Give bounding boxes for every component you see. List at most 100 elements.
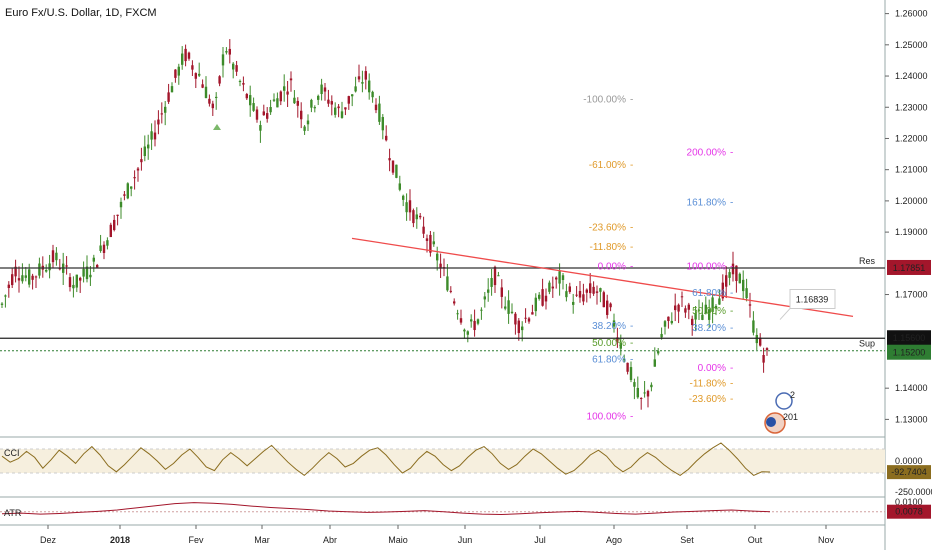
- candle-body: [419, 215, 422, 218]
- y-tick-label: 1.21000: [895, 165, 928, 175]
- candle-body: [402, 195, 405, 200]
- candle-body: [21, 275, 24, 282]
- candle-body: [684, 308, 687, 313]
- candle-body: [266, 113, 269, 119]
- candle-body: [541, 289, 544, 306]
- candle-body: [48, 263, 51, 271]
- candle-body: [728, 272, 731, 278]
- resistance-price-label: 1.17851: [893, 263, 926, 273]
- candles: [0, 39, 769, 410]
- candle-body: [589, 283, 592, 294]
- candle-body: [670, 320, 673, 324]
- candle-body: [72, 284, 75, 289]
- candle-body: [157, 119, 160, 125]
- y-tick-label: 1.24000: [895, 71, 928, 81]
- resistance-label: Res: [859, 256, 876, 266]
- candle-body: [735, 265, 738, 281]
- candle-body: [721, 282, 724, 299]
- atr-label: ATR: [4, 508, 22, 518]
- fib-level-dash: -: [730, 323, 733, 334]
- candle-body: [538, 294, 541, 299]
- candle-body: [640, 397, 643, 399]
- fib-level-dash: -: [630, 222, 633, 233]
- candle-body: [38, 263, 41, 276]
- fib-level-label: 50.00%: [692, 306, 726, 317]
- cci-line: [1, 442, 771, 477]
- candle-body: [514, 313, 517, 325]
- candle-body: [527, 318, 531, 322]
- resistance-price-tag: [887, 259, 931, 275]
- candle-body: [612, 320, 616, 327]
- candle-body: [745, 288, 748, 299]
- candle-body: [7, 284, 10, 289]
- candle-body: [602, 292, 605, 308]
- candle-body: [765, 348, 769, 351]
- fib-level-label: 38.20%: [692, 323, 726, 334]
- candle-body: [320, 84, 323, 95]
- candle-body: [459, 318, 463, 323]
- candle-body: [51, 250, 55, 263]
- candle-body: [269, 107, 272, 113]
- candle-body: [660, 333, 663, 338]
- candle-body: [225, 51, 228, 53]
- candle-body: [31, 275, 34, 280]
- cci-label: CCI: [4, 448, 20, 458]
- candle-body: [592, 286, 595, 294]
- candle-body: [245, 94, 248, 99]
- candle-body: [643, 392, 646, 394]
- fib-set: - - - - - - - - -: [630, 94, 633, 422]
- candle-body: [85, 266, 89, 280]
- candle-body: [568, 286, 571, 292]
- candle-body: [58, 268, 61, 270]
- candle-body: [79, 277, 82, 281]
- candle-body: [232, 63, 235, 70]
- atr-line: [1, 502, 771, 516]
- x-tick-label: Out: [748, 535, 763, 545]
- x-tick-label: Jul: [534, 535, 546, 545]
- candle-body: [364, 71, 367, 80]
- candle-body: [595, 291, 599, 293]
- trendline: [351, 237, 854, 318]
- candle-body: [340, 111, 344, 118]
- x-tick-label: Mar: [254, 535, 270, 545]
- candle-body: [680, 296, 684, 298]
- candle-body: [704, 304, 707, 314]
- candle-body: [136, 168, 140, 171]
- fib-level-dash: -: [630, 338, 633, 349]
- candle-body: [663, 321, 667, 327]
- candle-body: [170, 86, 174, 93]
- candle-body: [0, 303, 4, 305]
- candle-body: [55, 252, 58, 261]
- candle-body: [480, 309, 483, 311]
- candle-body: [653, 359, 656, 367]
- candle-body: [279, 91, 282, 102]
- candle-body: [391, 160, 395, 173]
- candle-body: [187, 52, 191, 59]
- candle-body: [752, 320, 755, 333]
- event-badge-icon: [775, 392, 793, 410]
- candle-body: [221, 54, 225, 66]
- candle-body: [255, 109, 259, 120]
- candle-body: [449, 290, 452, 292]
- candle-body: [748, 304, 752, 306]
- candle-body: [337, 106, 340, 109]
- support-price-label: 1.15200: [893, 348, 926, 358]
- candle-body: [198, 73, 201, 76]
- candle-body: [697, 309, 701, 311]
- candle-body: [544, 295, 548, 302]
- candle-body: [691, 318, 694, 326]
- fib-level-label: 0.00%: [598, 261, 626, 272]
- y-tick-label: 1.25000: [895, 40, 928, 50]
- fib-level-dash: -: [630, 94, 633, 105]
- candle-body: [68, 277, 72, 288]
- mid-price-label: 1.15600: [893, 333, 926, 343]
- fib-level-label: -61.00%: [589, 160, 626, 171]
- candle-body: [82, 268, 85, 277]
- candle-body: [150, 131, 153, 140]
- candle-body: [140, 159, 143, 163]
- candle-body: [446, 276, 449, 291]
- candle-body: [738, 273, 741, 284]
- candle-body: [619, 343, 622, 349]
- candle-body: [561, 275, 565, 280]
- fib-level-dash: -: [730, 306, 733, 317]
